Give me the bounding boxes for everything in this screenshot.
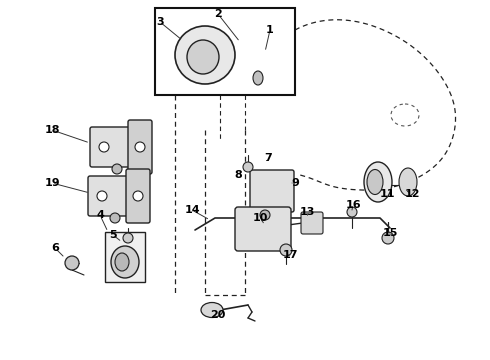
Circle shape bbox=[135, 142, 145, 152]
Text: 13: 13 bbox=[299, 207, 315, 217]
FancyBboxPatch shape bbox=[250, 170, 294, 212]
Text: 9: 9 bbox=[291, 178, 299, 188]
Circle shape bbox=[382, 232, 394, 244]
Text: 3: 3 bbox=[156, 17, 164, 27]
Circle shape bbox=[243, 162, 253, 172]
Bar bbox=[155, 8, 295, 95]
Circle shape bbox=[280, 244, 292, 256]
Text: 15: 15 bbox=[382, 228, 398, 238]
Circle shape bbox=[347, 207, 357, 217]
Circle shape bbox=[112, 164, 122, 174]
FancyBboxPatch shape bbox=[90, 127, 146, 167]
Text: 14: 14 bbox=[184, 205, 200, 215]
Ellipse shape bbox=[367, 170, 383, 194]
Text: 7: 7 bbox=[264, 153, 272, 163]
Text: 5: 5 bbox=[109, 230, 117, 240]
Bar bbox=[105, 232, 145, 282]
Ellipse shape bbox=[115, 253, 129, 271]
FancyBboxPatch shape bbox=[128, 120, 152, 174]
Circle shape bbox=[133, 191, 143, 201]
Text: 17: 17 bbox=[282, 250, 298, 260]
Text: 8: 8 bbox=[234, 170, 242, 180]
Text: 1: 1 bbox=[266, 25, 274, 35]
Ellipse shape bbox=[175, 26, 235, 84]
Text: 6: 6 bbox=[51, 243, 59, 253]
Ellipse shape bbox=[111, 246, 139, 278]
Text: 20: 20 bbox=[210, 310, 226, 320]
FancyBboxPatch shape bbox=[235, 207, 291, 251]
Circle shape bbox=[260, 210, 270, 220]
Circle shape bbox=[65, 256, 79, 270]
Text: 10: 10 bbox=[252, 213, 268, 223]
Ellipse shape bbox=[201, 302, 223, 318]
Ellipse shape bbox=[399, 168, 417, 196]
Text: 16: 16 bbox=[345, 200, 361, 210]
FancyBboxPatch shape bbox=[301, 212, 323, 234]
Circle shape bbox=[110, 213, 120, 223]
Ellipse shape bbox=[253, 71, 263, 85]
Text: 19: 19 bbox=[44, 178, 60, 188]
Circle shape bbox=[99, 142, 109, 152]
Circle shape bbox=[97, 191, 107, 201]
FancyBboxPatch shape bbox=[88, 176, 144, 216]
Text: 12: 12 bbox=[404, 189, 420, 199]
Ellipse shape bbox=[187, 40, 219, 74]
Text: 18: 18 bbox=[44, 125, 60, 135]
FancyBboxPatch shape bbox=[126, 169, 150, 223]
Circle shape bbox=[123, 233, 133, 243]
Text: 4: 4 bbox=[96, 210, 104, 220]
Text: 2: 2 bbox=[214, 9, 222, 19]
Text: 11: 11 bbox=[379, 189, 395, 199]
Ellipse shape bbox=[364, 162, 392, 202]
